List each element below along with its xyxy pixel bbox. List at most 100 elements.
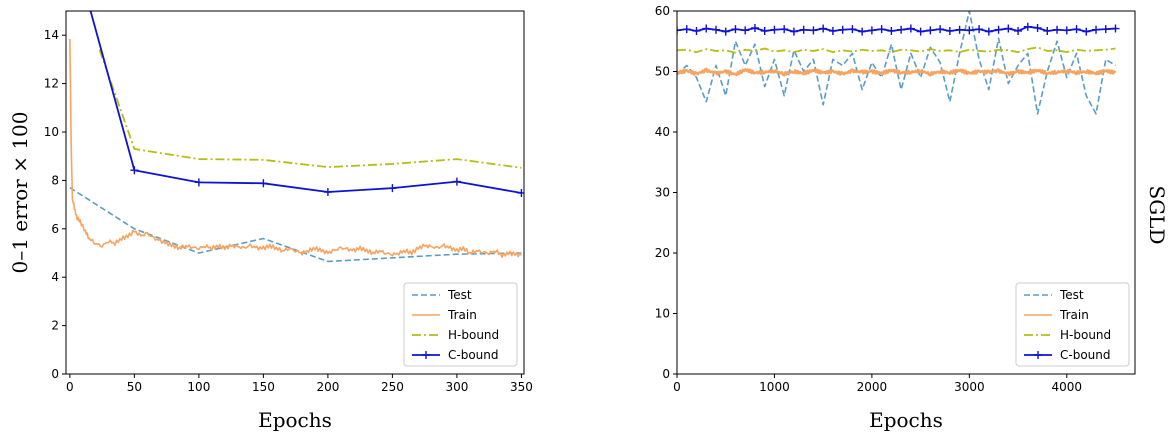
x-tick-label: 200 (316, 380, 339, 394)
y-tick-label: 50 (655, 65, 670, 79)
x-axis-label: Epochs (258, 408, 332, 432)
data-point-marker (809, 26, 818, 35)
data-point-marker (1023, 22, 1032, 31)
x-tick-label: 150 (252, 380, 275, 394)
data-point-marker (926, 26, 935, 35)
axes-frame (65, 10, 525, 375)
y-tick-label: 0 (51, 367, 59, 381)
side-label: SGLD (1145, 186, 1169, 245)
series-line-train (677, 67, 1117, 77)
y-tick-label: 10 (655, 307, 670, 321)
data-point-marker (1014, 26, 1023, 35)
data-point-marker (897, 25, 906, 34)
data-point-marker (1111, 24, 1120, 33)
data-point-marker (975, 25, 984, 34)
legend-label: Train (447, 308, 477, 322)
x-tick-label: 250 (381, 380, 404, 394)
data-point-marker (750, 23, 759, 32)
x-tick-label: 300 (445, 380, 468, 394)
data-point-marker (1004, 24, 1013, 33)
x-tick-label: 0 (66, 380, 74, 394)
series-line-train (69, 38, 523, 259)
data-point-marker (906, 24, 915, 33)
data-point-marker (838, 25, 847, 34)
data-point-marker (965, 26, 974, 35)
data-point-marker (682, 25, 691, 34)
data-point-marker (323, 188, 332, 197)
legend-label: Test (447, 288, 472, 302)
x-tick-label: 4000 (1052, 380, 1083, 394)
data-point-marker (130, 166, 139, 175)
data-point-marker (702, 24, 711, 33)
data-point-marker (1043, 26, 1052, 35)
series-line-c-bound (677, 25, 1116, 33)
series-line-h-bound (677, 46, 1116, 54)
y-axis-label: 0–1 error × 100 (8, 111, 32, 273)
series-line-h-bound (98, 49, 522, 169)
x-tick-label: 0 (673, 380, 681, 394)
legend-label: C-bound (448, 348, 499, 362)
x-tick-label: 1000 (759, 380, 790, 394)
x-tick-label: 3000 (954, 380, 985, 394)
data-point-marker (887, 26, 896, 35)
data-point-marker (741, 26, 750, 35)
x-tick-label: 100 (187, 380, 210, 394)
data-point-marker (1072, 25, 1081, 34)
data-point-marker (452, 177, 461, 186)
data-point-marker (388, 184, 397, 193)
series-line-test (677, 11, 1116, 115)
data-point-marker (780, 25, 789, 34)
y-tick-label: 8 (51, 173, 59, 187)
x-axis-label: Epochs (869, 408, 943, 432)
series-line-test (69, 186, 522, 263)
legend-label: H-bound (448, 328, 499, 342)
series-line-c-bound (89, 11, 522, 194)
chart-panel-left: 0 50 100 150 200 250 300 350 0 2 4 6 8 10 12 14 Epochs 0–… (8, 10, 533, 432)
legend-marker (422, 351, 430, 359)
data-point-marker (955, 25, 964, 34)
y-tick-label: 2 (51, 319, 59, 333)
y-tick-label: 40 (655, 125, 670, 139)
legend-label: Test (1059, 288, 1084, 302)
data-point-marker (259, 179, 268, 188)
data-point-marker (677, 26, 681, 35)
y-tick-label: 20 (655, 246, 670, 260)
data-point-marker (1062, 26, 1071, 35)
data-point-marker (916, 27, 925, 36)
data-point-marker (1082, 27, 1091, 36)
data-point-marker (1092, 25, 1101, 34)
data-point-marker (848, 25, 857, 34)
x-tick-label: 350 (510, 380, 533, 394)
y-tick-label: 60 (655, 4, 670, 18)
y-tick-label: 12 (44, 77, 59, 91)
legend: Test Train H-bound C-bound (403, 282, 518, 367)
data-point-marker (1101, 25, 1110, 34)
data-point-marker (770, 25, 779, 34)
data-point-marker (867, 26, 876, 35)
data-point-marker (1053, 25, 1062, 34)
data-point-marker (858, 27, 867, 36)
legend-label: H-bound (1060, 328, 1111, 342)
data-point-marker (731, 25, 740, 34)
legend-label: Train (1059, 308, 1089, 322)
plot-area (677, 11, 1120, 115)
legend: Test Train H-bound C-bound (1015, 282, 1130, 367)
y-tick-label: 0 (662, 367, 670, 381)
data-point-marker (711, 25, 720, 34)
legend-label: C-bound (1060, 348, 1111, 362)
legend-box (403, 282, 518, 367)
data-point-marker (984, 27, 993, 36)
y-tick-label: 14 (44, 28, 59, 42)
data-point-marker (828, 26, 837, 35)
data-point-marker (760, 26, 769, 35)
data-point-marker (1033, 23, 1042, 32)
data-point-marker (517, 188, 524, 197)
data-point-marker (877, 25, 886, 34)
data-point-marker (945, 26, 954, 35)
data-point-marker (721, 27, 730, 36)
y-tick-label: 6 (51, 222, 59, 236)
data-point-marker (194, 178, 203, 187)
y-tick-label: 10 (44, 125, 59, 139)
data-point-marker (994, 25, 1003, 34)
